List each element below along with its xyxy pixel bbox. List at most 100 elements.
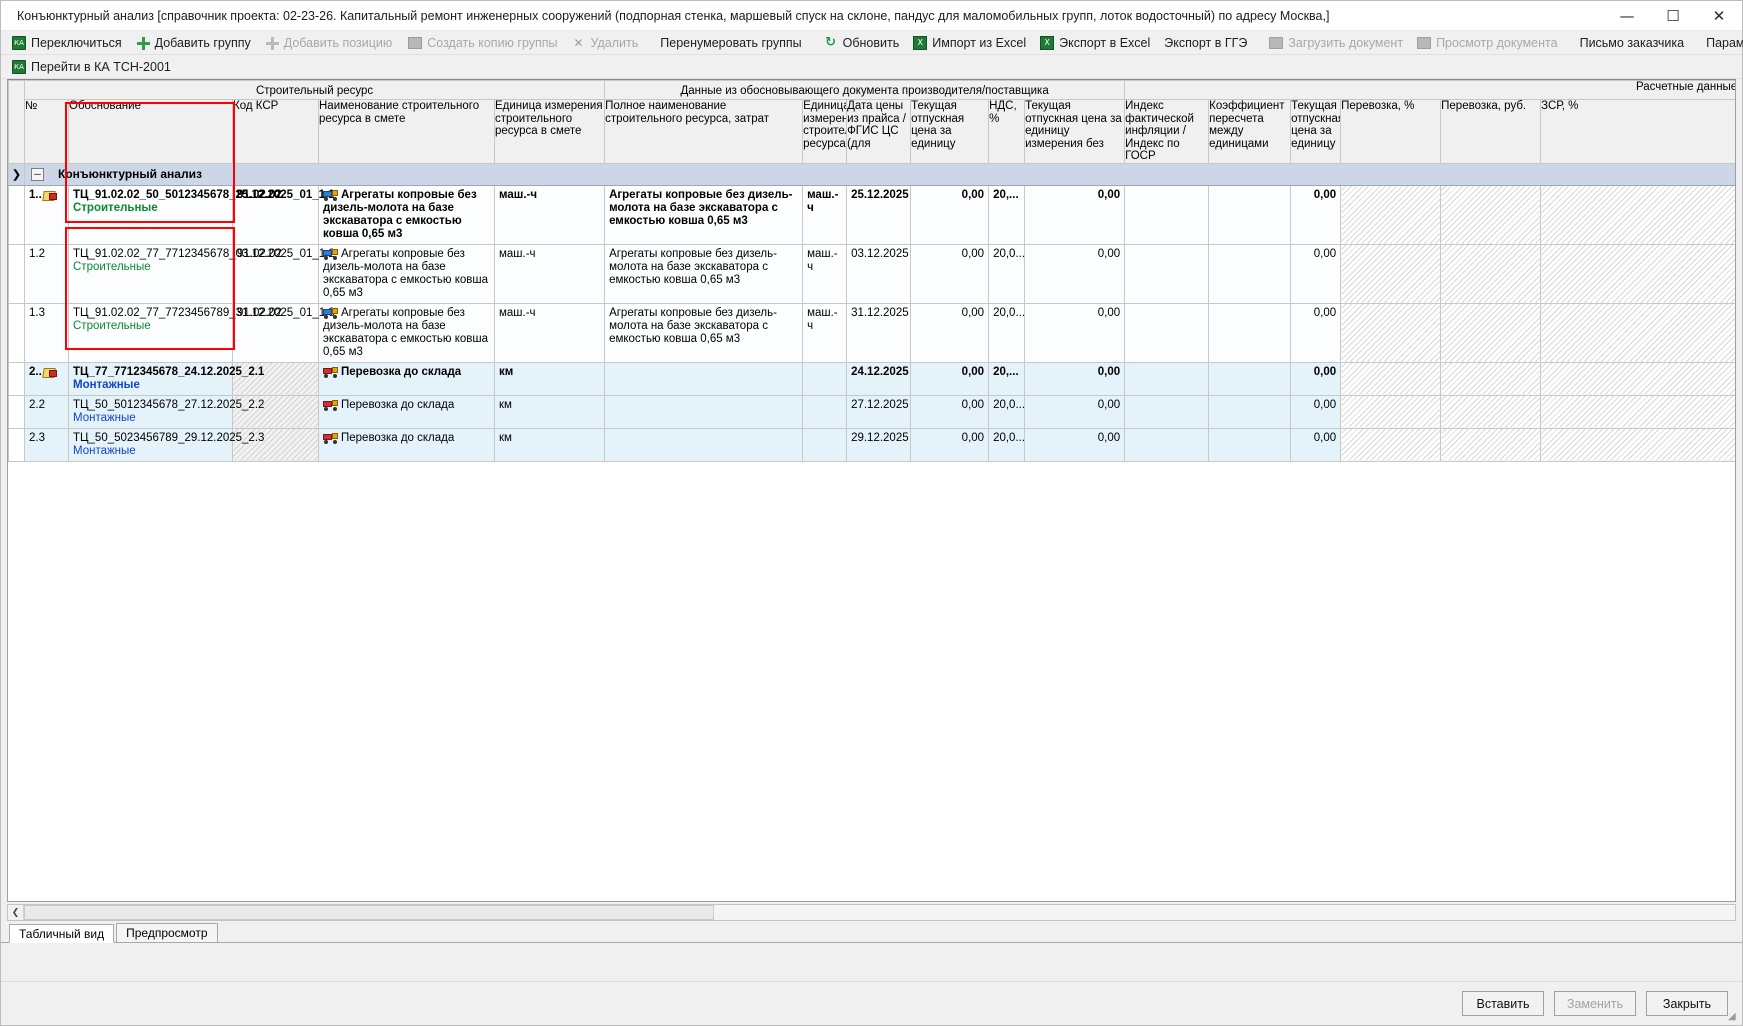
column-header-текущая-отпускная-цена-за-единицу-измере[interactable]: Текущая отпускная цена за единицу измере… xyxy=(1024,99,1126,164)
column-header-единица-измерения-строительного-ресурса[interactable]: Единица измерения строительного ресурса, xyxy=(802,99,848,164)
cell-unit[interactable]: км xyxy=(493,394,606,429)
cell-number[interactable]: 1.. xyxy=(24,184,69,245)
toolbar-button-экспорт-в-excel[interactable]: X Экспорт в Excel xyxy=(1033,32,1157,54)
column-header-индекс-фактической-инфляции-индекс-по-го[interactable]: Индекс фактической инфляции / Индекс по … xyxy=(1124,99,1210,164)
minimize-button[interactable]: — xyxy=(1619,6,1635,25)
cell-price-no-nds[interactable]: 0,00 xyxy=(1024,184,1126,245)
resize-grip-icon[interactable]: ◢ xyxy=(1728,1011,1736,1022)
column-header-перевозка[interactable]: Перевозка, % xyxy=(1340,99,1442,164)
cell-unit[interactable]: км xyxy=(493,427,606,462)
header-group-construction-resource[interactable]: Строительный ресурс xyxy=(23,80,606,100)
button-закрыть[interactable]: Закрыть xyxy=(1646,991,1728,1016)
cell-nds[interactable]: 20,... xyxy=(988,361,1026,396)
cell-kod-ksr[interactable] xyxy=(232,361,319,396)
table-row[interactable]: 2.3 ТЦ_50_5023456789_29.12.2025_2.3 Монтаж… xyxy=(8,427,1735,462)
cell-unit-supplier[interactable]: маш.-ч xyxy=(802,184,848,245)
cell-transport-percent[interactable] xyxy=(1340,243,1442,304)
cell-unit-supplier[interactable]: маш.-ч xyxy=(802,302,848,363)
group-row[interactable]: ❯ – Конъюнктурный анализ xyxy=(8,162,1735,186)
cell-price[interactable]: 0,00 xyxy=(910,427,990,462)
cell-conversion-coefficient[interactable] xyxy=(1208,302,1292,363)
cell-nds[interactable]: 20,0... xyxy=(988,427,1026,462)
cell-price-no-nds[interactable]: 0,00 xyxy=(1024,394,1126,429)
cell-unit[interactable]: маш.-ч xyxy=(493,243,606,304)
horizontal-scrollbar[interactable]: ❮ xyxy=(7,904,1736,921)
column-header-ндс[interactable]: НДС, % xyxy=(988,99,1026,164)
cell-transport-rub[interactable] xyxy=(1440,243,1542,304)
header-group-calculated-data[interactable]: Расчетные данные xyxy=(1124,80,1735,100)
cell-transport-percent[interactable] xyxy=(1340,302,1442,363)
maximize-button[interactable]: ☐ xyxy=(1666,6,1680,25)
cell-price-no-nds[interactable]: 0,00 xyxy=(1024,243,1126,304)
toolbar-button-перейти-в-ка-тсн-2001[interactable]: КА Перейти в КА ТСН-2001 xyxy=(5,56,178,78)
cell-conversion-coefficient[interactable] xyxy=(1208,243,1292,304)
cell-current-price[interactable]: 0,00 xyxy=(1290,427,1342,462)
cell-full-name[interactable]: Агрегаты копровые без дизель-молота на б… xyxy=(604,184,804,245)
cell-price[interactable]: 0,00 xyxy=(910,184,990,245)
cell-price-no-nds[interactable]: 0,00 xyxy=(1024,361,1126,396)
cell-unit-supplier[interactable] xyxy=(802,394,848,429)
cell-conversion-coefficient[interactable] xyxy=(1208,394,1292,429)
cell-zsr-percent[interactable] xyxy=(1540,427,1735,462)
scrollbar-thumb[interactable] xyxy=(24,905,714,920)
toolbar-button-переключиться[interactable]: КА Переключиться xyxy=(5,32,129,54)
cell-inflation-index[interactable] xyxy=(1124,394,1210,429)
cell-resource-name[interactable]: Перевозка до склада xyxy=(318,427,495,462)
cell-conversion-coefficient[interactable] xyxy=(1208,184,1292,245)
cell-inflation-index[interactable] xyxy=(1124,427,1210,462)
toolbar-button-добавить-группу[interactable]: Добавить группу xyxy=(129,32,258,54)
cell-inflation-index[interactable] xyxy=(1124,243,1210,304)
column-header-наименование-строительного-ресурса-в-сме[interactable]: Наименование строительного ресурса в сме… xyxy=(318,99,495,164)
cell-unit[interactable]: маш.-ч xyxy=(493,184,606,245)
cell-current-price[interactable]: 0,00 xyxy=(1290,394,1342,429)
cell-transport-rub[interactable] xyxy=(1440,184,1542,245)
table-row[interactable]: 2.. ТЦ_77_7712345678_24.12.2025_2.1 Монтаж… xyxy=(8,361,1735,396)
button-вставить[interactable]: Вставить xyxy=(1462,991,1544,1016)
tab-предпросмотр[interactable]: Предпросмотр xyxy=(116,923,218,942)
column-header-текущая-отпускная-цена-за-единицу[interactable]: Текущая отпускная цена за единицу xyxy=(1290,99,1342,164)
cell-inflation-index[interactable] xyxy=(1124,361,1210,396)
table-row[interactable]: 1.3 ТЦ_91.02.02_77_7723456789_31.12.2025_… xyxy=(8,302,1735,363)
cell-price-date[interactable]: 24.12.2025 xyxy=(846,361,912,396)
cell-current-price[interactable]: 0,00 xyxy=(1290,361,1342,396)
cell-inflation-index[interactable] xyxy=(1124,302,1210,363)
cell-transport-rub[interactable] xyxy=(1440,394,1542,429)
cell-price-date[interactable]: 25.12.2025 xyxy=(846,184,912,245)
cell-kod-ksr[interactable] xyxy=(232,394,319,429)
cell-price[interactable]: 0,00 xyxy=(910,302,990,363)
toolbar-button-обновить[interactable]: ↻ Обновить xyxy=(817,32,907,54)
column-header-единица-измерения-строительного-ресурса-[interactable]: Единица измерения строительного ресурса … xyxy=(493,99,606,164)
cell-nds[interactable]: 20,0... xyxy=(988,302,1026,363)
column-header-обоснование[interactable]: Обоснование xyxy=(68,99,233,164)
cell-obosnovanie[interactable]: ТЦ_91.02.02_50_5012345678_25.12.2025_01_… xyxy=(68,184,335,245)
cell-resource-name[interactable]: Агрегаты копровые без дизель-молота на б… xyxy=(318,243,495,304)
cell-nds[interactable]: 20,0... xyxy=(988,243,1026,304)
cell-number[interactable]: 2.3 xyxy=(24,427,69,462)
cell-price[interactable]: 0,00 xyxy=(910,394,990,429)
cell-obosnovanie[interactable]: ТЦ_91.02.02_77_7723456789_31.12.2025_01_… xyxy=(68,302,335,363)
cell-obosnovanie[interactable]: ТЦ_91.02.02_77_7712345678_03.12.2025_01_… xyxy=(68,243,335,304)
column-header-зср[interactable]: ЗСР, % xyxy=(1540,99,1735,164)
group-row-content[interactable]: – Конъюнктурный анализ xyxy=(23,162,1735,186)
header-group-supplier-document[interactable]: Данные из обосновывающего документа прои… xyxy=(604,80,1126,100)
toolbar-button-экспорт-в-ггэ[interactable]: Экспорт в ГГЭ xyxy=(1157,32,1254,54)
cell-full-name[interactable] xyxy=(604,427,804,462)
toolbar-button-письмо-заказчика[interactable]: Письмо заказчика xyxy=(1573,32,1692,54)
cell-zsr-percent[interactable] xyxy=(1540,243,1735,304)
cell-unit-supplier[interactable] xyxy=(802,427,848,462)
scroll-left-button[interactable]: ❮ xyxy=(8,905,24,920)
cell-obosnovanie[interactable]: ТЦ_50_5012345678_27.12.2025_2.2 Монтажные xyxy=(68,394,264,429)
cell-number[interactable]: 1.3 xyxy=(24,302,69,363)
cell-zsr-percent[interactable] xyxy=(1540,302,1735,363)
cell-price-date[interactable]: 27.12.2025 xyxy=(846,394,912,429)
cell-transport-percent[interactable] xyxy=(1340,361,1442,396)
edit-pencil-icon[interactable] xyxy=(43,366,57,378)
cell-unit-supplier[interactable]: маш.-ч xyxy=(802,243,848,304)
cell-price[interactable]: 0,00 xyxy=(910,243,990,304)
cell-resource-name[interactable]: Перевозка до склада xyxy=(318,361,495,396)
cell-kod-ksr[interactable] xyxy=(232,427,319,462)
column-header-коэффициент-пересчета-между-единицами[interactable]: Коэффициент пересчета между единицами xyxy=(1208,99,1292,164)
scrollbar-track[interactable] xyxy=(24,905,1735,920)
cell-number[interactable]: 2.2 xyxy=(24,394,69,429)
toolbar-button-импорт-из-excel[interactable]: X Импорт из Excel xyxy=(906,32,1033,54)
